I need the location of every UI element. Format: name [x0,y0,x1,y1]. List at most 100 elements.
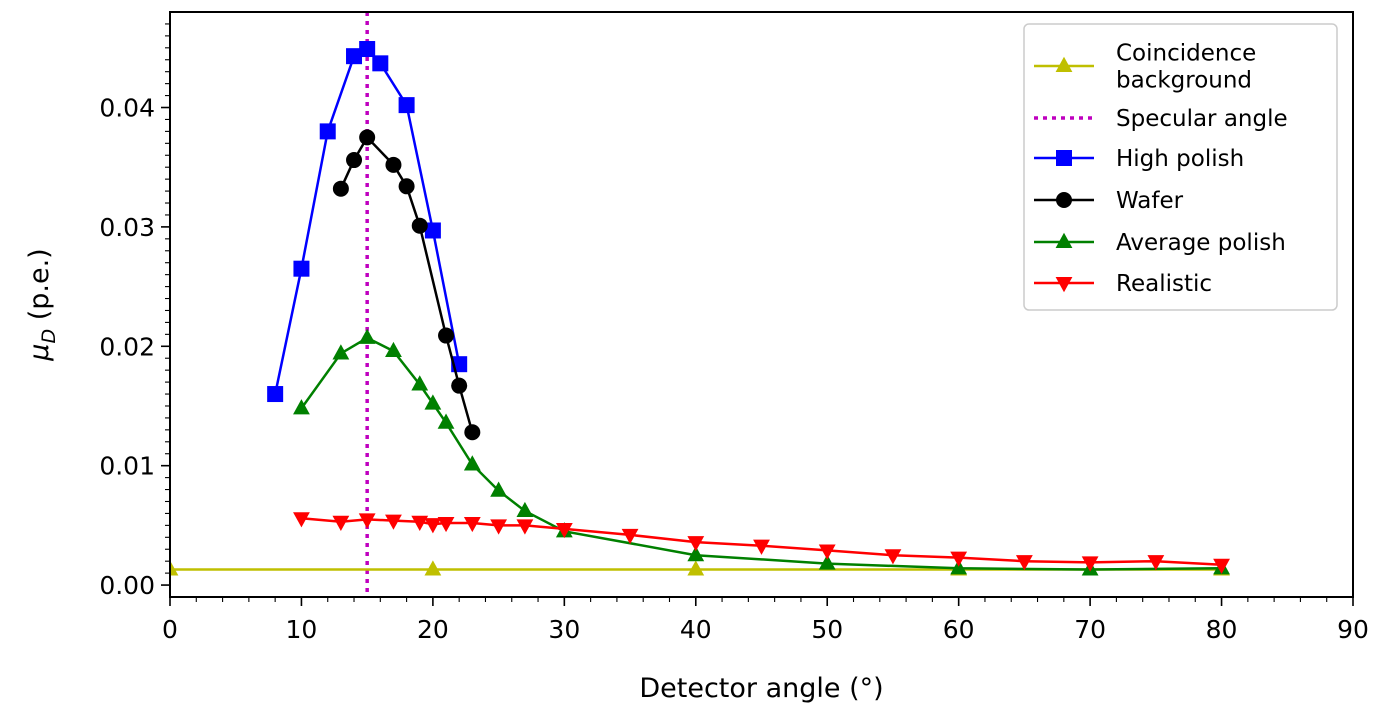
data-point-coincidence-background [170,560,179,576]
axis-labels: Detector angle (°) μD (p.e.) [24,248,884,704]
y-tick-label: 0.04 [99,94,155,123]
x-tick-label: 80 [1206,615,1238,644]
y-axis-label-subscript: D [38,329,60,344]
data-point-high-polish [424,222,441,239]
plot-content [170,12,1230,597]
data-point-average-polish [385,341,402,358]
data-point-average-polish [463,455,481,471]
data-point-realistic [516,519,534,535]
x-tick-label: 50 [811,615,843,644]
legend-marker-high-polish [1056,150,1072,166]
plot-area [170,12,1230,597]
data-point-average-polish [437,413,455,429]
data-point-high-polish [319,123,336,140]
data-point-wafer [451,377,468,394]
data-point-realistic [687,536,705,552]
data-point-high-polish [346,48,363,65]
data-point-coincidence-background [424,560,442,576]
data-point-average-polish [424,394,442,410]
y-axis-label-symbol: μ [24,344,55,362]
data-point-wafer [438,327,455,344]
data-point-realistic [621,528,639,545]
data-point-realistic [332,515,350,531]
data-point-wafer [359,129,376,146]
y-tick-label: 0.01 [99,452,155,481]
data-point-high-polish [359,41,376,58]
legend-label-high-polish: High polish [1116,146,1244,172]
data-point-realistic [555,522,573,539]
data-point-average-polish [358,328,376,344]
y-tick-label: 0.00 [99,571,155,600]
data-point-high-polish [267,386,284,403]
data-point-realistic [1147,555,1165,571]
legend-item-average-polish: Average polish [1034,230,1286,256]
data-point-realistic [1213,558,1230,574]
x-tick-label: 90 [1337,615,1369,644]
legend-marker-realistic [1055,277,1073,293]
legend-marker-wafer [1056,192,1072,208]
legend-box [1023,23,1338,311]
x-axis-label: Detector angle (°) [639,673,883,704]
data-point-realistic [385,514,402,530]
x-tick-label: 60 [943,615,975,644]
data-point-realistic [411,515,429,531]
data-point-realistic [358,513,376,529]
data-point-average-polish [411,375,429,391]
data-point-coincidence-background [687,560,705,576]
data-point-realistic [950,551,968,567]
legend-item-high-polish: High polish [1034,146,1244,172]
data-point-realistic [293,512,310,528]
data-point-realistic [818,544,836,560]
data-point-average-polish [293,399,310,415]
legend-label-wafer: Wafer [1116,188,1184,214]
data-point-average-polish [687,546,705,562]
data-point-average-polish [516,501,534,518]
data-point-high-polish [293,260,310,277]
legend-marker-coincidence-background [1055,56,1073,72]
data-point-realistic [884,549,902,565]
data-point-realistic [424,518,442,534]
x-tick-label: 30 [548,615,580,644]
series-average-polish [293,328,1230,576]
data-point-realistic [437,516,455,533]
x-tick-label: 10 [286,615,318,644]
data-point-wafer [346,152,363,169]
plot-frame [169,11,1354,598]
data-point-average-polish [818,554,836,570]
data-point-realistic [753,539,770,555]
legend-item-realistic: Realistic [1034,271,1212,297]
y-axis-label-units: (p.e.) [24,248,55,329]
y-tick-label: 0.03 [99,213,155,242]
data-point-wafer [464,424,481,441]
data-point-realistic [463,516,481,533]
data-point-wafer [332,180,349,197]
legend-item-wafer: Wafer [1034,188,1184,214]
x-tick-label: 20 [417,615,449,644]
series-line-average-polish [300,336,1222,571]
legend-label-specular-angle: Specular angle [1116,106,1288,132]
data-point-realistic [1015,555,1033,571]
legend-marker-average-polish [1055,232,1073,248]
data-point-wafer [411,217,428,234]
data-point-wafer [398,178,415,195]
legend-label-average-polish: Average polish [1116,230,1286,256]
series-wafer [332,129,481,441]
legend-label-realistic: Realistic [1116,271,1212,297]
data-point-realistic [490,519,508,535]
legend-label-coincidence-background: background [1116,68,1252,94]
data-point-average-polish [332,344,350,360]
data-point-high-polish [398,97,415,114]
data-point-wafer [385,156,402,173]
y-tick-label: 0.02 [99,332,155,361]
legend-label-coincidence-background: Coincidence [1116,41,1256,67]
x-tick-label: 70 [1074,615,1106,644]
legend-item-specular-angle: Specular angle [1034,106,1288,132]
series-high-polish [267,41,468,403]
series-realistic [293,512,1230,574]
axis-ticks: 0 10 20 30 40 50 60 70 80 90 0.00 0.01 0.02 0.03 0.04 [99,23,1369,644]
y-axis-label: μD (p.e.) [24,248,60,361]
x-tick-label: 0 [162,615,178,644]
